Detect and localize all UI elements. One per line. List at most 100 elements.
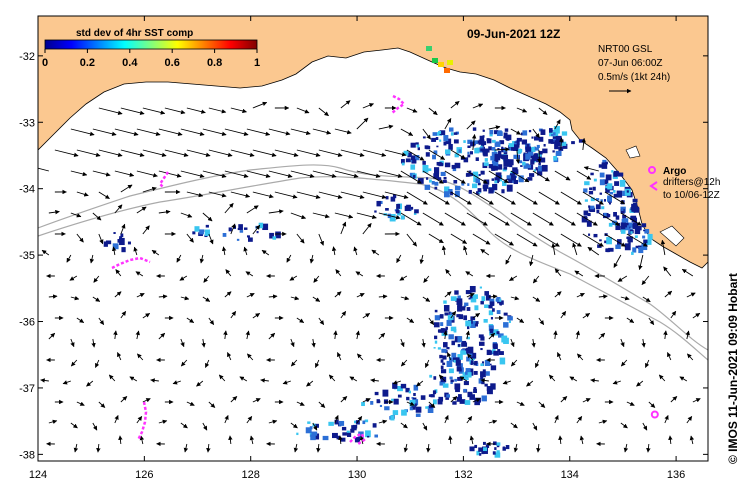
sst-deviation-speck (465, 320, 472, 327)
current-vector (362, 312, 371, 319)
sst-deviation-speck (463, 305, 467, 308)
argo-symbol (648, 166, 656, 174)
sst-deviation-speck (472, 294, 478, 299)
current-vector (582, 233, 604, 247)
sst-deviation-speck (601, 206, 605, 210)
current-vector (224, 414, 229, 424)
current-vector (648, 401, 656, 408)
current-vector (318, 107, 329, 117)
sst-deviation-speck (469, 446, 475, 452)
sst-deviation-speck (422, 164, 429, 173)
current-vector (186, 107, 206, 114)
current-vector (516, 233, 538, 247)
sst-deviation-speck (204, 229, 210, 236)
current-vector (604, 233, 626, 247)
current-vector (76, 233, 84, 243)
current-vector (582, 191, 604, 205)
sst-deviation-speck (599, 179, 605, 186)
sst-deviation-speck (527, 165, 532, 169)
current-vector (529, 254, 534, 267)
current-vector (306, 380, 314, 387)
current-vector (268, 419, 278, 424)
sst-deviation-speck (440, 328, 445, 333)
current-vector (245, 271, 254, 277)
sst-deviation-speck (539, 157, 546, 163)
sst-deviation-speck (521, 141, 527, 145)
current-vector (510, 338, 515, 348)
credit-area: © IMOS 11-Jun-2021 09:09 Hobart (718, 12, 746, 482)
sst-deviation-speck (606, 237, 612, 245)
current-vector (438, 374, 446, 382)
current-vector (239, 376, 248, 382)
current-vector (98, 401, 106, 408)
sst-deviation-speck (438, 329, 443, 333)
current-vector (142, 107, 166, 115)
sst-deviation-speck (444, 186, 450, 193)
sst-deviation-speck (458, 314, 464, 320)
coastal-inlet (659, 225, 685, 247)
sst-deviation-speck (615, 225, 621, 231)
sst-deviation-speck (437, 399, 443, 405)
sst-deviation-speck (384, 406, 390, 411)
sst-deviation-speck (469, 285, 476, 293)
sst-deviation-speck (486, 138, 492, 144)
current-vector (312, 422, 318, 431)
sst-deviation-speck (484, 359, 491, 366)
current-vector (428, 191, 450, 205)
sst-deviation-speck (443, 305, 450, 312)
sst-deviation-speck (486, 389, 493, 395)
sst-deviation-speck (529, 173, 535, 177)
sst-deviation-speck (543, 143, 546, 147)
sst-deviation-speck (609, 191, 613, 195)
current-vector (516, 401, 525, 406)
sst-deviation-speck (513, 179, 519, 185)
sst-deviation-speck (461, 182, 465, 186)
current-vector (158, 170, 182, 178)
current-vector (92, 296, 101, 302)
model-time: 07-Jun 06:00Z (598, 58, 663, 69)
sst-deviation-speck (409, 406, 414, 411)
sst-deviation-speck (427, 405, 434, 413)
sst-deviation-speck (469, 353, 473, 357)
sst-deviation-speck (599, 239, 602, 242)
sst-deviation-speck (605, 161, 608, 165)
sst-deviation-speck (444, 312, 449, 316)
current-vector (400, 359, 408, 367)
current-vector (658, 374, 666, 382)
sst-deviation-speck (310, 434, 316, 441)
current-vector (642, 296, 651, 303)
sst-deviation-speck (505, 134, 512, 141)
sst-deviation-speck (551, 133, 554, 137)
sst-deviation-speck (485, 371, 490, 376)
sst-deviation-speck (480, 300, 484, 305)
current-vector (423, 275, 430, 283)
sst-deviation-speck (450, 381, 453, 385)
sst-deviation-speck (458, 149, 462, 153)
sst-deviation-speck (502, 154, 509, 160)
current-legend: NRT00 GSL 07-Jun 06:00Z 0.5m/s (1kt 24h) (598, 44, 670, 94)
sst-deviation-speck (482, 151, 485, 154)
current-vector (202, 296, 211, 302)
current-vector (296, 317, 305, 323)
sst-deviation-speck (538, 150, 543, 155)
sst-deviation-speck (497, 333, 504, 338)
current-vector (172, 380, 182, 385)
sst-deviation-speck (440, 322, 444, 327)
colorbar-tick-label: 0 (42, 57, 48, 69)
sst-deviation-speck (439, 354, 443, 359)
current-vector (660, 239, 666, 256)
sst-deviation-speck (392, 382, 398, 389)
sst-deviation-speck (406, 396, 410, 401)
sst-deviation-speck (622, 190, 627, 197)
sst-deviation-speck (350, 428, 355, 433)
current-vector (261, 249, 270, 256)
sst-deviation-speck (239, 230, 244, 233)
sst-deviation-speck (473, 388, 477, 394)
sst-deviation-speck (376, 200, 381, 207)
current-vector (509, 275, 518, 282)
sst-deviation-speck (120, 233, 124, 238)
sst-deviation-speck (428, 404, 432, 409)
sst-deviation-speck (425, 406, 429, 409)
current-vector (136, 293, 145, 298)
drifter-track (111, 256, 151, 270)
